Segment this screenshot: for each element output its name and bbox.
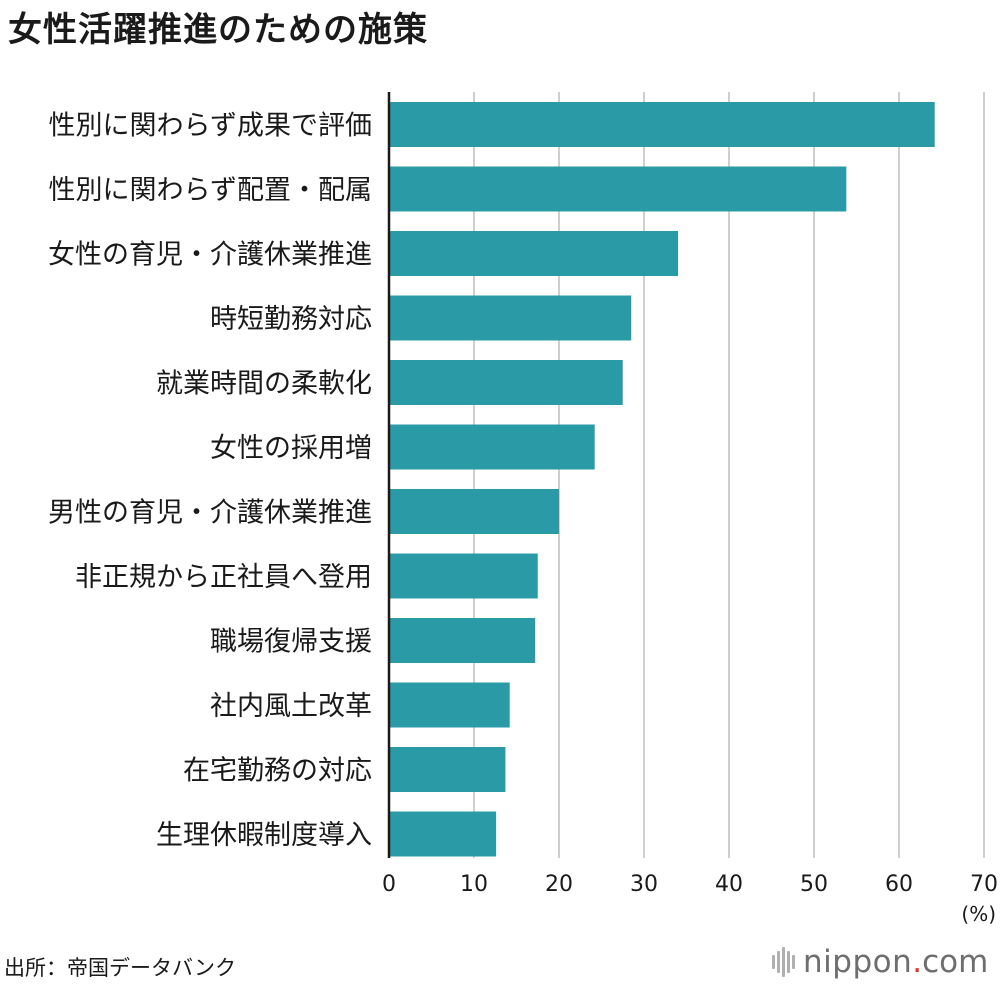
bar xyxy=(389,166,847,212)
x-tick-label: 60 xyxy=(885,872,913,897)
category-label: 時短勤務対応 xyxy=(210,304,372,335)
bar xyxy=(389,231,678,276)
bar xyxy=(389,618,536,663)
category-label: 生理休暇制度導入 xyxy=(156,820,372,851)
category-label: 性別に関わらず配置・配属 xyxy=(49,175,372,206)
x-tick-label: 70 xyxy=(970,872,998,897)
bar xyxy=(389,682,510,728)
brand-tld: com xyxy=(922,944,989,980)
bar xyxy=(389,360,623,405)
category-label: 女性の採用増 xyxy=(210,433,372,464)
x-axis-unit: (%) xyxy=(961,902,996,926)
x-tick-label: 0 xyxy=(382,872,396,897)
bar xyxy=(389,424,595,470)
bar xyxy=(389,553,538,599)
brand-mark-icon xyxy=(772,947,797,977)
x-tick-label: 50 xyxy=(800,872,828,897)
category-label: 女性の育児・介護休業推進 xyxy=(48,240,372,271)
category-labels: 性別に関わらず成果で評価性別に関わらず配置・配属女性の育児・介護休業推進時短勤務… xyxy=(48,111,372,852)
category-label: 社内風土改革 xyxy=(210,691,372,722)
category-label: 在宅勤務の対応 xyxy=(183,756,372,787)
gridlines xyxy=(473,92,985,858)
category-label: 男性の育児・介護休業推進 xyxy=(48,498,372,529)
brand-logo: nippon. com xyxy=(772,942,988,982)
category-label: 非正規から正社員へ登用 xyxy=(75,562,372,593)
bars xyxy=(389,102,935,857)
bar xyxy=(389,489,559,534)
source-note: 出所：帝国データバンク xyxy=(4,956,237,980)
x-tick-label: 30 xyxy=(630,872,658,897)
x-axis-ticks: 0 10 20 30 40 50 60 70 xyxy=(382,872,998,897)
bar xyxy=(389,747,506,792)
brand-name: nippon xyxy=(803,944,913,980)
category-label: 職場復帰支援 xyxy=(210,627,372,658)
chart-title: 女性活躍推進のための施策 xyxy=(8,10,428,50)
category-label: 就業時間の柔軟化 xyxy=(156,369,372,400)
bar xyxy=(389,295,632,341)
bar xyxy=(389,811,497,857)
category-label: 性別に関わらず成果で評価 xyxy=(49,111,372,142)
bar xyxy=(389,102,935,147)
brand-dot: . xyxy=(912,944,923,980)
x-tick-label: 40 xyxy=(715,872,743,897)
x-tick-label: 10 xyxy=(460,872,488,897)
x-tick-label: 20 xyxy=(545,872,573,897)
